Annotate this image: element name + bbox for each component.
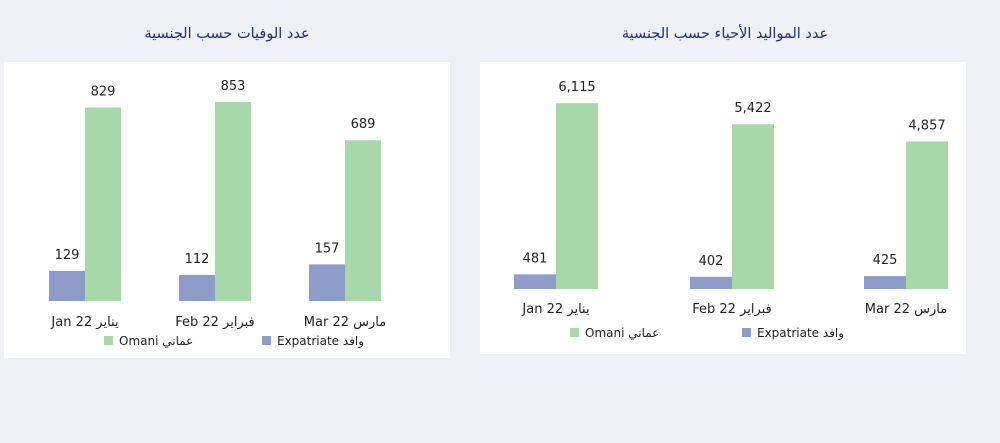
bar-value-label: 853 [221,79,246,94]
bar-value-label: 689 [351,117,376,132]
deaths-chart-title: عدد الوفيات حسب الجنسية [144,26,310,42]
category-label: Jan 22 يناير [521,302,590,317]
category-label: Jan 22 يناير [50,315,119,330]
bar-expatriate [179,274,215,301]
bar-value-label: 829 [91,85,116,100]
bar-value-label: 425 [873,253,898,268]
bar-value-label: 481 [523,251,548,266]
legend-label-omani: Omani عماني [119,334,193,348]
bar-value-label: 157 [315,241,340,256]
bar-value-label: 112 [185,252,210,267]
deaths-plot-area: 129 829 Jan 22 يناير 112 853 Feb 22 فبراير 157… [4,62,450,358]
bar-value-label: 129 [55,248,80,263]
legend-label-expatriate: Expatriate وافد [277,334,364,349]
bar-expatriate [864,276,906,289]
bar-omani [906,141,948,289]
births-chart-svg: 481 6,115 Jan 22 يناير 402 5,422 Feb 22 فبراي… [514,80,948,341]
births-plot-area: 481 6,115 Jan 22 يناير 402 5,422 Feb 22 فبراي… [480,62,966,354]
legend-swatch-expatriate [742,328,751,337]
category-label: Mar 22 مارس [865,302,947,317]
bar-omani [215,101,251,301]
bar-expatriate [690,276,732,289]
bar-omani [85,107,121,301]
births-chart-title: عدد المواليد الأحياء حسب الجنسية [621,26,829,42]
legend-swatch-omani [104,336,113,345]
legend-label-expatriate: Expatriate وافد [757,326,844,341]
bar-value-label: 4,857 [908,118,945,133]
legend-swatch-omani [570,328,579,337]
bar-omani [556,103,598,289]
births-chart-panel: عدد المواليد الأحياء حسب الجنسية 481 6,11… [456,12,994,354]
legend-label-omani: Omani عماني [585,326,659,340]
bar-value-label: 5,422 [734,101,771,116]
category-label: Feb 22 فبراير [692,302,772,317]
bar-value-label: 6,115 [558,80,595,95]
bar-expatriate [49,270,85,301]
category-label: Feb 22 فبراير [175,315,255,330]
bar-expatriate [514,274,556,289]
bar-omani [345,140,381,301]
deaths-chart-panel: عدد الوفيات حسب الجنسية 129 829 Jan 22 ينا… [4,12,450,358]
category-label: Mar 22 مارس [304,315,386,330]
bar-value-label: 402 [699,254,724,269]
deaths-chart-svg: 129 829 Jan 22 يناير 112 853 Feb 22 فبراير 157… [49,79,386,349]
bar-expatriate [309,264,345,301]
bar-omani [732,124,774,289]
legend-swatch-expatriate [262,336,271,345]
